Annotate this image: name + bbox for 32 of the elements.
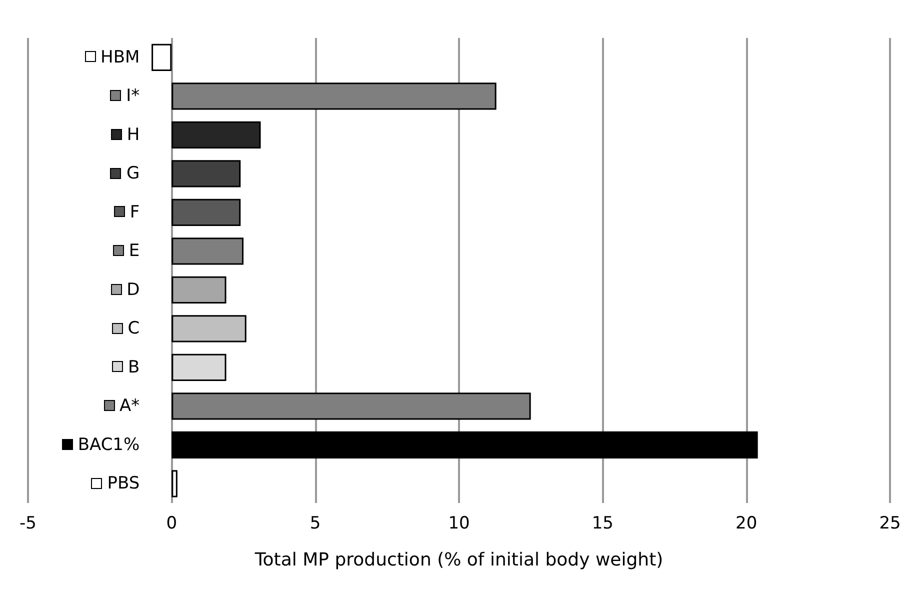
bar [172,392,531,420]
x-tick-label: 15 [592,514,614,534]
bar [172,198,241,226]
y-tick-label: G [126,164,140,184]
y-tick-label: F [130,202,140,222]
bar [172,121,261,148]
y-tick-label: H [126,124,140,145]
x-tick-label: 0 [166,514,178,534]
y-tick-label: PBS [107,474,140,494]
x-tick-label: -5 [20,514,36,534]
y-tick-label: A* [120,396,140,416]
x-axis-title: Total MP production (% of initial body weight) [254,550,664,570]
y-tick-label: B [128,357,140,378]
bar [152,44,172,71]
bar [172,238,244,265]
x-tick-label: 25 [879,514,901,534]
x-tick-label: 5 [310,514,321,534]
x-tick-label: 20 [736,514,758,534]
y-tick-label: BAC1% [78,434,140,455]
y-tick-label: E [128,241,140,262]
bar [172,354,226,381]
bar [172,82,496,110]
y-tick-label: C [128,318,140,339]
bar [172,160,241,188]
bar [172,276,226,304]
y-tick-label: D [126,280,140,300]
bar [172,315,246,342]
bar [172,470,178,498]
y-tick-label: HBM [100,47,140,68]
y-tick-label: I* [126,86,140,106]
x-tick-label: 10 [448,514,470,534]
bar [172,431,758,458]
